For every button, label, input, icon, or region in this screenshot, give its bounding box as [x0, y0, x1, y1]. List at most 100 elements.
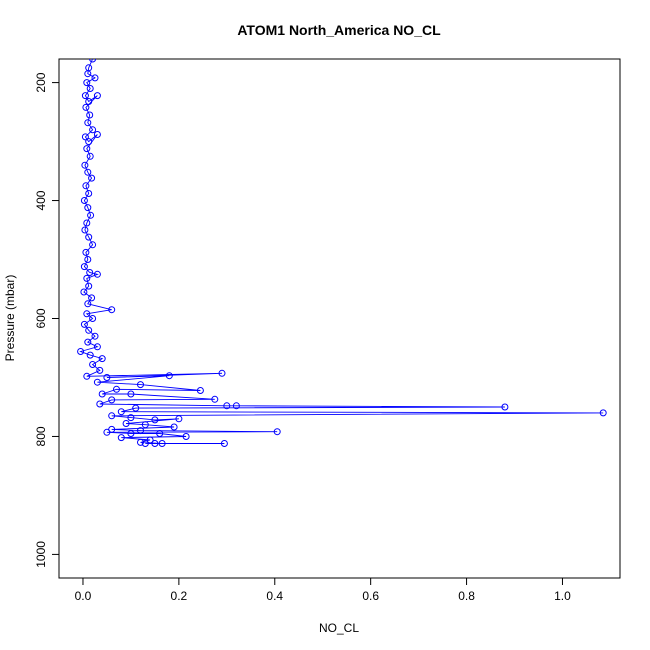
data-point [108, 306, 116, 314]
data-point [122, 420, 130, 427]
data-point [137, 438, 144, 446]
data-point [82, 182, 90, 190]
chart-title: ATOM1 North_America NO_CL [237, 22, 441, 38]
data-point [96, 400, 104, 408]
data-point [127, 414, 135, 422]
x-tick-label: 0.6 [362, 589, 379, 603]
data-point [141, 440, 149, 447]
data-point [93, 92, 101, 100]
data-point [98, 355, 106, 363]
data-point [96, 366, 104, 374]
data-point [85, 233, 93, 241]
data-point [85, 190, 93, 197]
data-point [91, 74, 99, 82]
data-point [127, 390, 135, 398]
data-point [223, 402, 231, 410]
data-point [151, 416, 159, 424]
x-tick-label: 1.0 [554, 589, 571, 603]
data-point [113, 385, 120, 393]
x-axis: 0.0 0.2 0.4 0.6 0.8 1.0 [75, 577, 571, 603]
data-point [89, 59, 97, 63]
data-point [117, 434, 125, 442]
data-point [83, 145, 91, 153]
data-point [158, 440, 166, 447]
data-point [165, 372, 173, 380]
x-tick-label: 0.8 [458, 589, 475, 603]
data-point [220, 440, 228, 447]
y-tick-label: 600 [34, 308, 48, 328]
data-point [91, 332, 99, 340]
y-axis-label: Pressure (mbar) [3, 275, 17, 362]
data-point [81, 161, 89, 169]
x-tick-label: 0.4 [266, 589, 283, 603]
data-point [93, 343, 101, 351]
data-point [87, 211, 95, 219]
data-point [108, 412, 116, 420]
data-point [80, 263, 88, 271]
data-point [103, 428, 111, 436]
data-point [501, 403, 509, 411]
data-point [77, 348, 85, 355]
data-point [84, 338, 92, 346]
data-point [98, 390, 106, 398]
data-point [117, 408, 125, 416]
data-point [86, 111, 94, 119]
data-point [81, 133, 89, 141]
data-point [80, 320, 88, 328]
data-point [175, 415, 183, 423]
data-point [83, 310, 91, 318]
data-point [84, 168, 92, 176]
data-point [137, 427, 144, 435]
data-point [93, 131, 101, 138]
data-point [83, 274, 91, 282]
x-axis-label: NO_CL [319, 621, 359, 635]
data-point [599, 409, 607, 417]
data-point [86, 85, 94, 92]
plot-area [58, 58, 621, 579]
data-point [85, 326, 93, 334]
data-point [86, 269, 94, 276]
x-tick-label: 0.2 [171, 589, 188, 603]
data-point [84, 300, 92, 308]
x-tick-label: 0.0 [75, 589, 92, 603]
data-point [86, 351, 94, 359]
data-point [85, 98, 93, 105]
data-point [218, 369, 226, 377]
series-line [79, 59, 604, 444]
y-tick-label: 200 [34, 72, 48, 92]
data-point [232, 402, 240, 410]
data-point [273, 428, 281, 436]
data-point [80, 288, 88, 296]
data-point [156, 430, 164, 437]
y-axis: 200 400 600 800 1000 [34, 72, 60, 568]
data-point [151, 440, 159, 447]
data-series [77, 59, 607, 447]
data-point [103, 374, 111, 381]
data-point [83, 372, 91, 380]
data-point [85, 138, 93, 146]
data-point [89, 361, 97, 368]
data-point [88, 294, 96, 302]
data-point [196, 387, 204, 394]
y-tick-label: 800 [34, 426, 48, 446]
data-point [141, 421, 149, 429]
data-point [93, 378, 101, 386]
data-point [83, 219, 91, 227]
data-point [84, 256, 92, 263]
data-point [80, 197, 88, 204]
data-point [83, 79, 91, 87]
data-point [89, 241, 97, 249]
data-point [132, 404, 140, 412]
data-point [137, 381, 144, 389]
data-point [86, 152, 94, 160]
data-point [88, 174, 96, 182]
data-point [84, 70, 92, 78]
data-point [170, 423, 178, 431]
data-point [84, 119, 92, 127]
data-point [108, 396, 116, 404]
y-tick-label: 400 [34, 190, 48, 210]
data-point [84, 204, 92, 212]
data-point [82, 248, 90, 256]
y-tick-label: 1000 [34, 541, 48, 568]
